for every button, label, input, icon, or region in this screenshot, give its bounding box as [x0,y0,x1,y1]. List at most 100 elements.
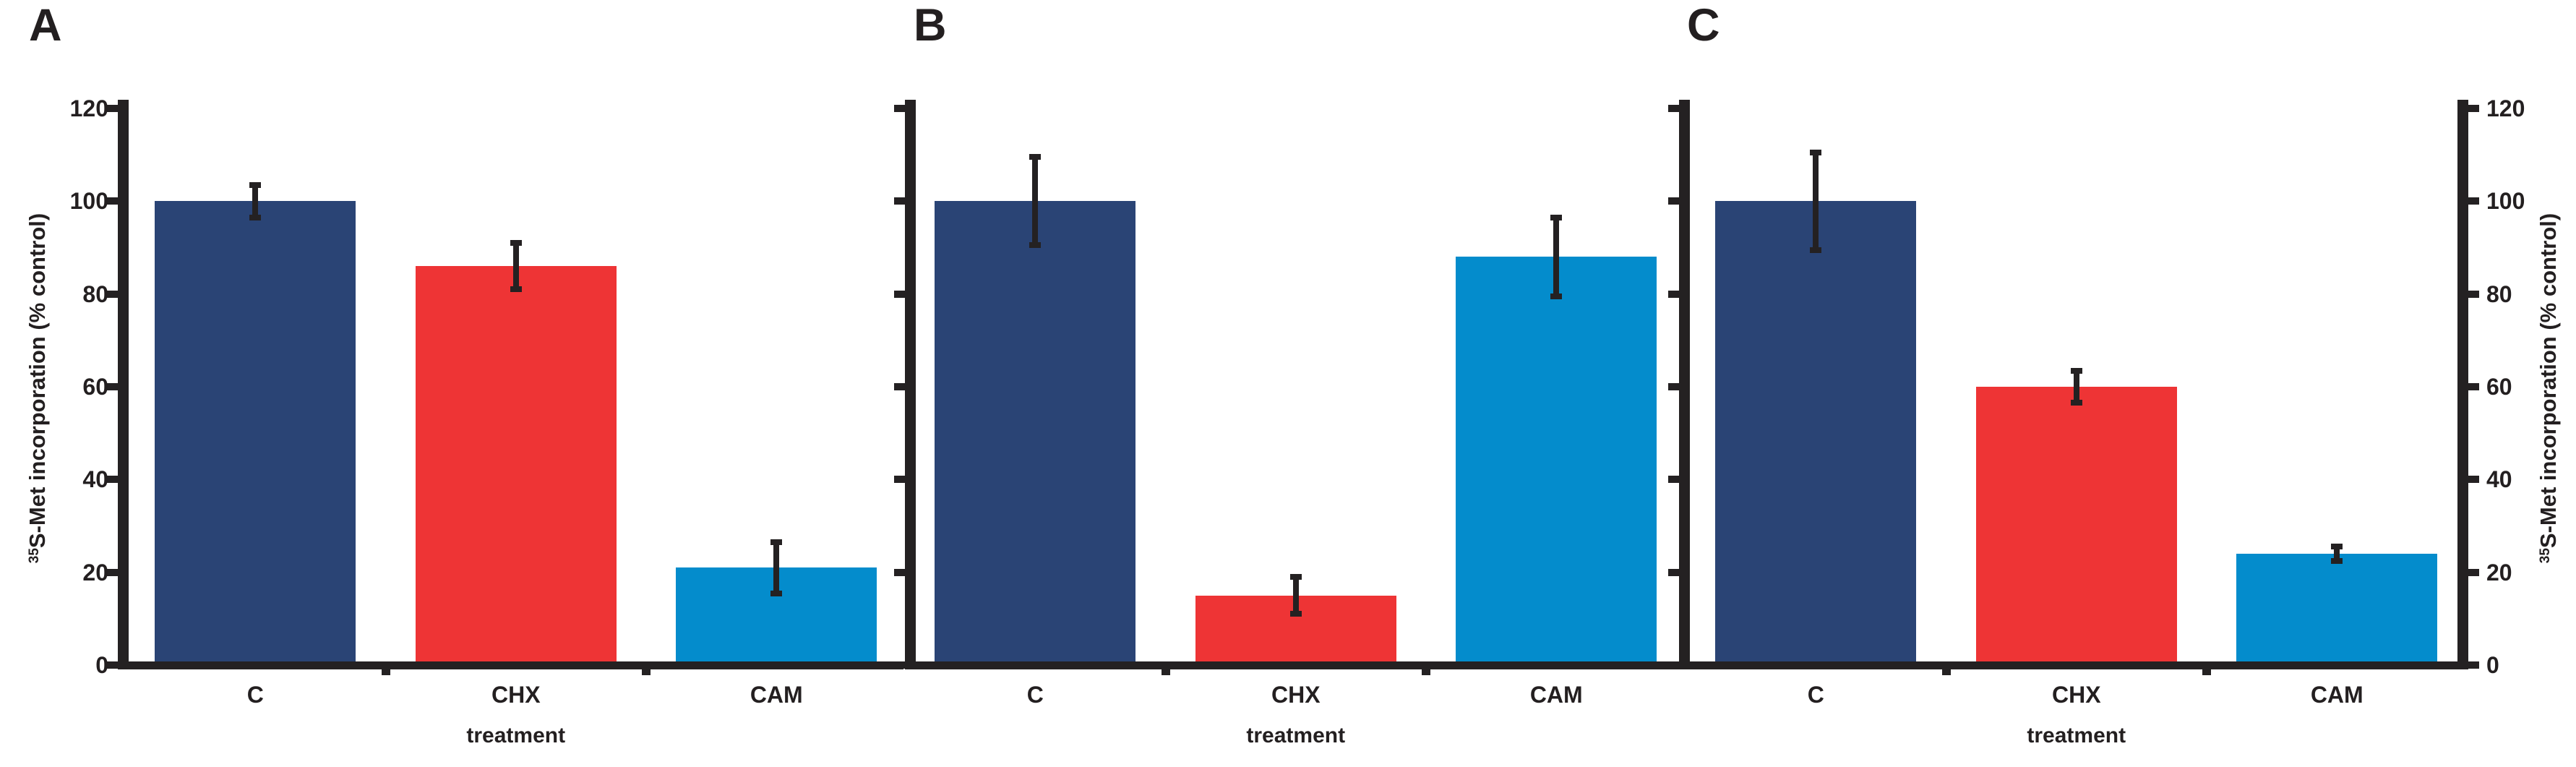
y-right-tick-label-C-60: 60 [2486,373,2512,400]
y-axis-right-tick-C [2468,382,2479,390]
y-axis-right-tick-C [2468,661,2479,669]
y-tick-label-A-80: 80 [82,280,108,307]
x-axis-title-C: treatment [2027,724,2126,747]
y-axis-tick-A [107,476,118,484]
x-category-label-B-C: C [1026,682,1044,708]
x-boundary-tick-C-1 [1941,669,1951,675]
y-axis-title-superscript: 35 [2538,548,2553,564]
y-axis-right-tick-C [2468,197,2479,205]
y-right-tick-label-C-40: 40 [2486,466,2512,493]
error-bar-B-CHX [1292,577,1299,614]
error-bar-B-C [1032,157,1039,246]
y-axis-spine-C [1679,100,1690,669]
y-axis-tick-A [107,104,118,112]
x-axis-line-B [905,661,1680,669]
error-cap-top-A-CHX [510,240,522,247]
y-tick-label-A-40: 40 [82,466,108,493]
x-boundary-tick-B-2 [1422,669,1430,675]
y-tick-label-A-120: 120 [69,95,108,121]
y-axis-right-tick-C [2468,104,2479,112]
y-right-tick-label-C-120: 120 [2486,95,2525,121]
y-axis-tick-C [1668,568,1679,576]
error-cap-top-A-C [249,181,262,188]
error-cap-top-B-C [1029,154,1042,160]
y-axis-tick-A [107,568,118,576]
x-category-label-C-C: C [1807,682,1824,708]
y-axis-tick-B [894,476,905,484]
x-axis-title-A: treatment [466,724,566,747]
panel-letter-A: A [29,0,62,51]
error-bar-B-CAM [1553,217,1560,296]
y-axis-tick-C [1668,197,1679,205]
y-axis-title-left: 35S-Met incorporation (% control) [25,213,50,564]
y-axis-tick-B [894,568,905,576]
y-axis-right-tick-C [2468,476,2479,484]
y-axis-tick-B [894,382,905,390]
x-category-label-C-CHX: CHX [2051,682,2101,708]
y-axis-right-spine-C [2457,100,2468,669]
error-bar-A-C [252,184,259,218]
y-tick-label-A-100: 100 [69,188,108,215]
y-axis-right-tick-C [2468,568,2479,576]
x-axis-line-C [1679,661,2468,669]
bar-B-C [935,201,1136,668]
y-axis-spine-A [118,100,129,669]
error-bar-C-CHX [2073,370,2079,403]
panel-letter-B: B [914,0,947,51]
error-cap-top-B-CHX [1289,574,1302,580]
y-axis-tick-C [1668,476,1679,484]
error-cap-top-C-CHX [2070,367,2082,374]
y-axis-tick-C [1668,104,1679,112]
x-boundary-tick-A-2 [642,669,651,675]
x-category-label-A-C: C [246,682,264,708]
x-boundary-tick-B-1 [1161,669,1170,675]
error-bar-A-CHX [512,243,519,290]
y-axis-tick-A [107,382,118,390]
error-cap-bottom-C-C [1810,247,1822,253]
panel-letter-C: C [1687,0,1720,51]
error-cap-bottom-B-C [1029,242,1042,249]
y-right-tick-label-C-20: 20 [2486,559,2512,586]
y-right-tick-label-C-100: 100 [2486,188,2525,215]
bar-C-CHX [1975,386,2177,668]
y-tick-label-A-20: 20 [82,559,108,586]
bar-A-CHX [415,266,617,668]
y-axis-tick-C [1668,382,1679,390]
y-axis-tick-B [894,290,905,298]
y-axis-tick-A [107,197,118,205]
y-tick-label-A-0: 0 [95,652,108,678]
error-cap-bottom-A-C [249,214,262,220]
error-bar-A-CAM [773,541,780,594]
bar-C-CAM [2236,553,2438,668]
x-category-label-B-CHX: CHX [1271,682,1321,708]
error-cap-bottom-A-CHX [510,286,522,293]
x-category-label-B-CAM: CAM [1529,682,1583,708]
error-cap-bottom-C-CAM [2331,558,2343,565]
y-tick-label-A-60: 60 [82,373,108,400]
error-cap-bottom-C-CHX [2070,400,2082,406]
error-cap-top-A-CAM [770,539,783,545]
x-boundary-tick-C-2 [2202,669,2211,675]
y-axis-right-tick-C [2468,290,2479,298]
y-axis-title-superscript: 35 [27,548,42,564]
y-axis-tick-B [894,104,905,112]
x-category-label-A-CAM: CAM [750,682,803,708]
y-axis-title-right: 35S-Met incorporation (% control) [2536,213,2561,564]
y-axis-tick-A [107,661,118,669]
error-cap-top-C-CAM [2331,543,2343,549]
error-cap-bottom-A-CAM [770,590,783,596]
error-cap-top-C-C [1810,149,1822,155]
error-bar-C-CAM [2334,546,2340,562]
bar-A-C [155,201,356,668]
x-axis-line-A [118,661,903,669]
error-cap-bottom-B-CAM [1550,293,1563,299]
y-right-tick-label-C-80: 80 [2486,280,2512,307]
x-category-label-C-CAM: CAM [2310,682,2364,708]
bar-C-C [1715,201,1917,668]
y-axis-tick-A [107,290,118,298]
error-cap-top-B-CAM [1550,214,1563,220]
y-axis-tick-B [894,197,905,205]
x-boundary-tick-A-1 [381,669,390,675]
x-category-label-A-CHX: CHX [491,682,541,708]
